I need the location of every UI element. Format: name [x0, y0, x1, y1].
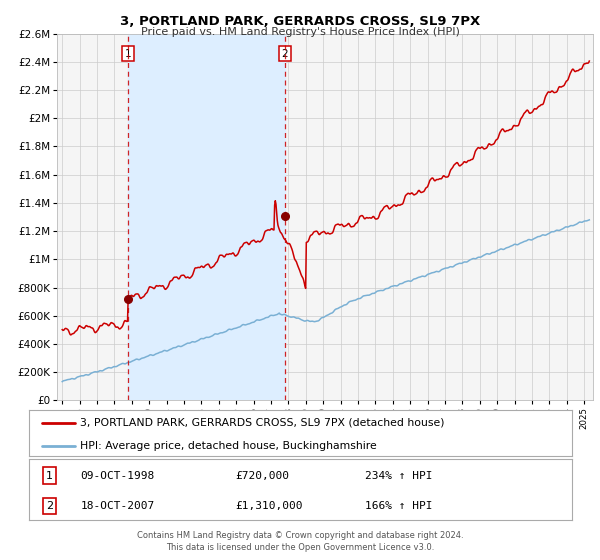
Text: HPI: Average price, detached house, Buckinghamshire: HPI: Average price, detached house, Buck… — [80, 441, 377, 451]
Text: 234% ↑ HPI: 234% ↑ HPI — [365, 470, 433, 480]
Text: 1: 1 — [46, 470, 53, 480]
Bar — [128, 34, 285, 400]
Text: 3, PORTLAND PARK, GERRARDS CROSS, SL9 7PX: 3, PORTLAND PARK, GERRARDS CROSS, SL9 7P… — [120, 15, 480, 28]
Text: £1,310,000: £1,310,000 — [235, 501, 302, 511]
Text: 18-OCT-2007: 18-OCT-2007 — [80, 501, 155, 511]
Text: This data is licensed under the Open Government Licence v3.0.: This data is licensed under the Open Gov… — [166, 543, 434, 552]
Text: Price paid vs. HM Land Registry's House Price Index (HPI): Price paid vs. HM Land Registry's House … — [140, 27, 460, 37]
Text: Contains HM Land Registry data © Crown copyright and database right 2024.: Contains HM Land Registry data © Crown c… — [137, 531, 463, 540]
Text: 1: 1 — [124, 49, 131, 59]
Text: £720,000: £720,000 — [235, 470, 289, 480]
Text: 09-OCT-1998: 09-OCT-1998 — [80, 470, 155, 480]
Text: 166% ↑ HPI: 166% ↑ HPI — [365, 501, 433, 511]
Text: 3, PORTLAND PARK, GERRARDS CROSS, SL9 7PX (detached house): 3, PORTLAND PARK, GERRARDS CROSS, SL9 7P… — [80, 418, 445, 428]
Text: 2: 2 — [46, 501, 53, 511]
Text: 2: 2 — [281, 49, 288, 59]
